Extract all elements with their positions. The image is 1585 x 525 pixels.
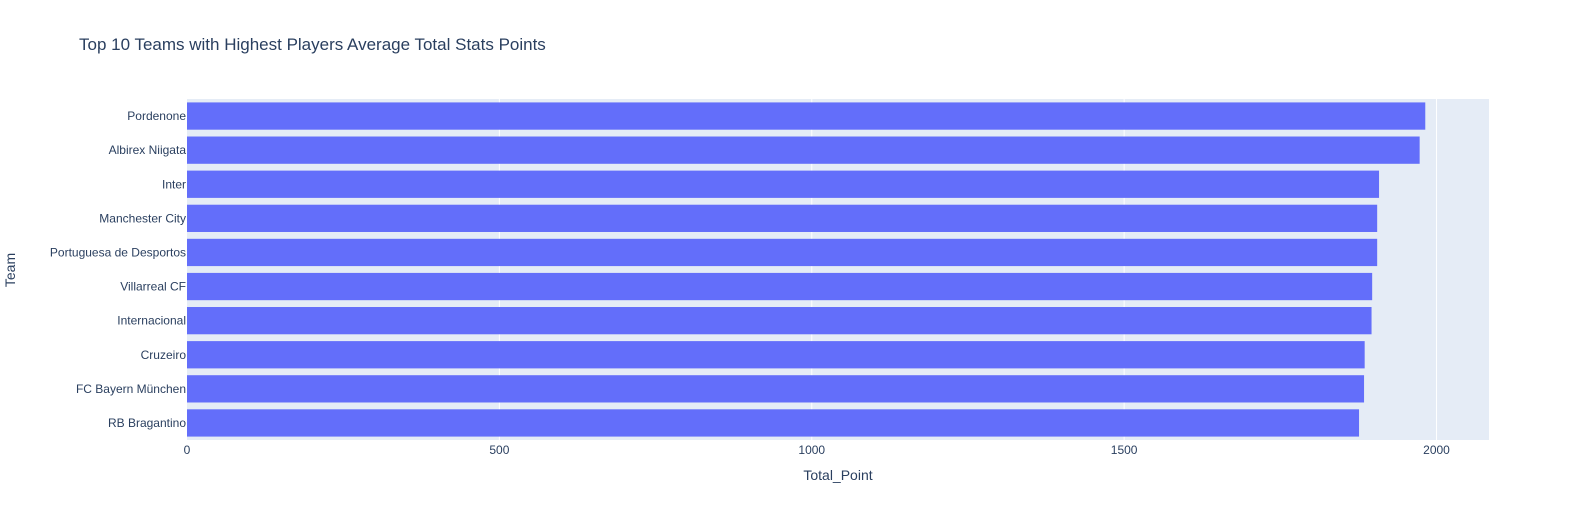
- bar: [187, 204, 1378, 232]
- x-axis-title: Total_Point: [803, 467, 872, 483]
- y-tick-label: Cruzeiro: [141, 348, 187, 362]
- x-tick-label: 0: [184, 443, 191, 457]
- y-tick-label: Pordenone: [127, 109, 186, 123]
- x-tick-label: 2000: [1423, 443, 1450, 457]
- bar: [187, 409, 1360, 437]
- y-tick-label: Villarreal CF: [120, 280, 186, 294]
- bar: [187, 272, 1373, 301]
- bar: [187, 307, 1372, 335]
- y-tick-label: Inter: [162, 177, 186, 191]
- x-tick-label: 1000: [798, 443, 825, 457]
- bar: [187, 102, 1426, 130]
- y-tick-label: Manchester City: [99, 211, 186, 225]
- y-tick-label: FC Bayern München: [76, 382, 186, 396]
- y-tick-label: RB Bragantino: [108, 416, 186, 430]
- bar: [187, 375, 1365, 403]
- y-axis-ticks: Pordenone Albirex Niigata Inter Manchester …: [50, 109, 186, 430]
- y-axis-title: Team: [2, 253, 18, 287]
- x-tick-label: 500: [489, 443, 509, 457]
- bar: [187, 170, 1380, 198]
- x-tick-label: 1500: [1111, 443, 1138, 457]
- bar: [187, 136, 1420, 164]
- bar: [187, 341, 1365, 369]
- chart-title: Top 10 Teams with Highest Players Averag…: [79, 35, 546, 54]
- bars: [187, 102, 1426, 437]
- x-axis-ticks: 0 500 1000 1500 2000: [184, 443, 1451, 457]
- y-tick-label: Albirex Niigata: [109, 143, 187, 157]
- y-tick-label: Portuguesa de Desportos: [50, 245, 186, 259]
- y-tick-label: Internacional: [117, 314, 186, 328]
- bar: [187, 238, 1378, 267]
